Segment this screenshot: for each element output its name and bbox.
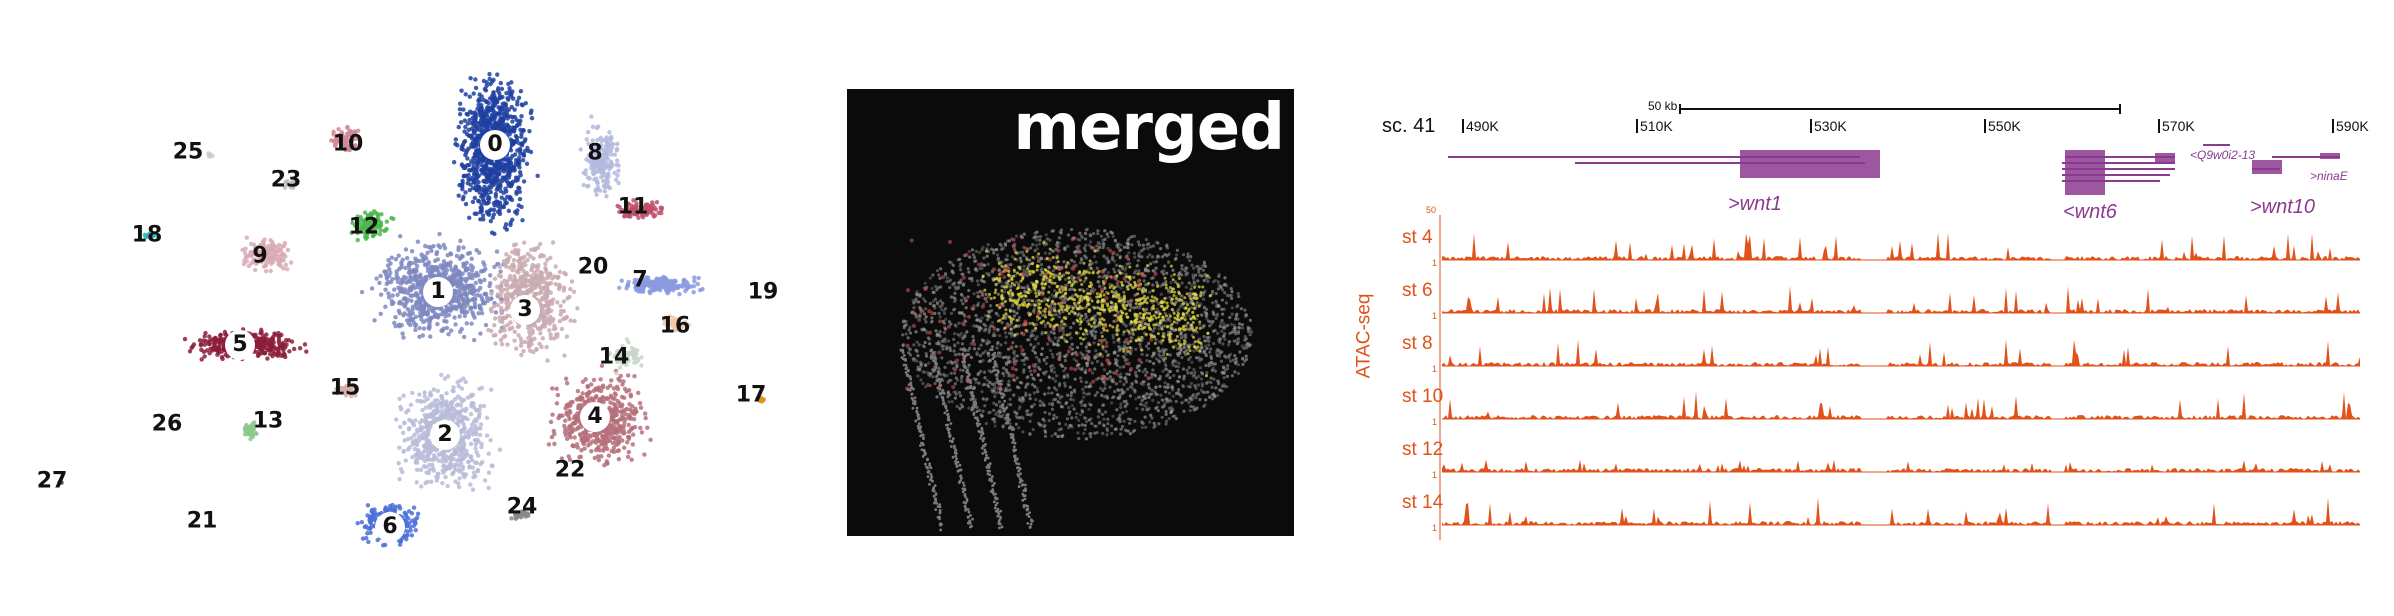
scale-min-st14: 1 [1432,523,1438,533]
cluster-label-11: 11 [617,194,649,220]
atac-signal-track [1442,285,2360,313]
cluster-label-15: 15 [329,375,361,401]
track-label-st10: st 10 [1402,386,1444,407]
cluster-label-21: 21 [186,508,218,534]
cluster-label-19: 19 [747,279,779,305]
cluster-point-group [615,198,665,221]
scale-bar-label: 50 kb [1648,99,1678,113]
position-490k: 490K [1466,118,1499,134]
microscopy-image: merged [847,89,1294,536]
scale-min-st4: 1 [1432,258,1438,268]
gene-label-ninae: >ninaE [2310,169,2348,183]
cluster-label-27: 27 [36,468,68,494]
scaffold-label: sc. 41 [1382,115,1436,137]
cluster-label-3: 3 [510,295,540,325]
position-530k: 530K [1814,118,1847,134]
track-label-st6: st 6 [1402,280,1433,301]
cluster-label-8: 8 [587,140,603,166]
track-label-st4: st 4 [1402,227,1433,248]
atac-signal-track [1442,339,2360,366]
cluster-label-16: 16 [659,313,691,339]
gene-label-wnt6: <wnt6 [2063,201,2117,223]
atac-signal-track [1442,497,2360,525]
cluster-label-9: 9 [252,243,268,269]
cluster-point-group [142,231,159,240]
cluster-point-group [509,509,531,521]
cluster-label-17: 17 [735,382,767,408]
atac-signal-track [1442,391,2360,419]
scale-min-st8: 1 [1432,364,1438,374]
cluster-label-24: 24 [506,494,538,520]
cluster-label-13: 13 [252,408,284,434]
cluster-point-group [606,337,644,376]
position-570k: 570K [2162,118,2195,134]
gene-label-wnt10: >wnt10 [2250,196,2316,218]
cluster-point-group [206,151,215,159]
cluster-label-0: 0 [480,130,510,160]
cluster-point-group [755,395,767,404]
scale-min-st12: 1 [1432,470,1438,480]
genome-browser-panel: sc. 41 50 kb 490K 510K 530K 550K 570K 59… [1353,95,2369,545]
embryo-body [899,227,1254,532]
cluster-label-6: 6 [375,512,405,542]
cluster-point-group [334,382,358,399]
cluster-label-2: 2 [430,420,460,450]
atac-signal-track [1442,232,2360,260]
y-axis-label: ATAC-seq [1353,293,1375,379]
scale-min-st6: 1 [1432,311,1438,321]
gene-model-exon [2252,160,2282,174]
cluster-point-group [57,479,64,485]
cluster-label-1: 1 [423,277,453,307]
cluster-label-20: 20 [577,254,609,280]
cluster-label-22: 22 [554,457,586,483]
cluster-point-group [662,314,691,333]
red-signal [905,237,1158,391]
atac-signal-track [1442,459,2360,472]
cluster-label-5: 5 [225,330,255,360]
cluster-label-26: 26 [151,411,183,437]
genome-browser-tracks [1439,104,2360,540]
cluster-label-23: 23 [270,167,302,193]
embryo-fluorescence-image [899,227,1254,532]
cluster-point-group [349,209,396,243]
cluster-label-7: 7 [632,267,648,293]
gene-label-wnt1: >wnt1 [1728,193,1782,215]
cluster-point-group [578,114,621,199]
cluster-embedding-panel: 0 1 2 3 4 5 6 7 8 9 10 11 12 13 14 15 16… [0,0,820,616]
cluster-point-group [242,420,259,442]
cluster-label-4: 4 [580,402,610,432]
cluster-point-group [240,235,294,274]
cluster-label-25: 25 [172,139,204,165]
gene-model-exon [2065,150,2105,195]
cluster-label-18: 18 [131,222,163,248]
cluster-label-12: 12 [348,214,380,240]
position-550k: 550K [1988,118,2021,134]
cluster-point-group [282,179,297,190]
position-590k: 590K [2336,118,2369,134]
gene-model-exon [1740,150,1880,178]
track-label-st12: st 12 [1402,439,1444,460]
scale-max-top: 50 [1426,205,1437,215]
cluster-point-group [617,274,705,297]
position-510k: 510K [1640,118,1673,134]
cluster-label-14: 14 [598,344,630,370]
gene-label-q9w0i2: <Q9w0i2-13 [2190,148,2256,162]
cluster-scatter [57,71,767,548]
cluster-point-group [172,417,180,425]
cluster-label-10: 10 [332,131,364,157]
track-label-st8: st 8 [1402,333,1433,354]
scale-min-st10: 1 [1432,417,1438,427]
gene-model-exon [2320,153,2340,159]
channel-title: merged [1013,91,1285,165]
track-label-st14: st 14 [1402,492,1444,513]
gene-model-exon [2155,153,2175,163]
cluster-point-group [329,124,362,153]
